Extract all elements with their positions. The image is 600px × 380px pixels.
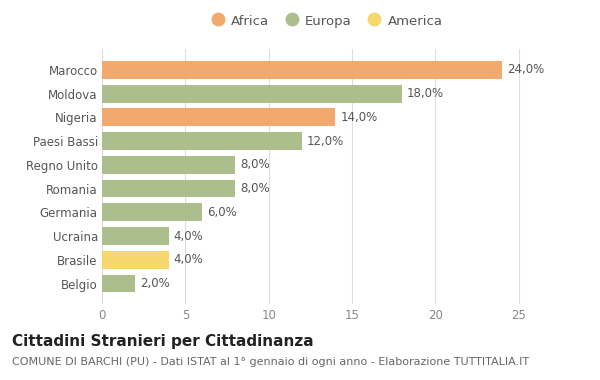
- Bar: [102, 156, 235, 174]
- Text: 14,0%: 14,0%: [340, 111, 377, 124]
- Bar: [102, 85, 402, 103]
- Legend: Africa, Europa, America: Africa, Europa, America: [208, 10, 446, 32]
- Bar: [102, 251, 169, 269]
- Text: 24,0%: 24,0%: [507, 63, 544, 76]
- Text: 4,0%: 4,0%: [173, 230, 203, 242]
- Text: 2,0%: 2,0%: [140, 277, 170, 290]
- Text: Cittadini Stranieri per Cittadinanza: Cittadini Stranieri per Cittadinanza: [12, 334, 314, 349]
- Text: 18,0%: 18,0%: [407, 87, 444, 100]
- Text: COMUNE DI BARCHI (PU) - Dati ISTAT al 1° gennaio di ogni anno - Elaborazione TUT: COMUNE DI BARCHI (PU) - Dati ISTAT al 1°…: [12, 357, 529, 367]
- Bar: [102, 132, 302, 150]
- Text: 8,0%: 8,0%: [241, 182, 270, 195]
- Bar: [102, 275, 136, 293]
- Bar: [102, 227, 169, 245]
- Bar: [102, 61, 502, 79]
- Text: 6,0%: 6,0%: [207, 206, 237, 219]
- Bar: [102, 108, 335, 126]
- Bar: [102, 203, 202, 221]
- Text: 8,0%: 8,0%: [241, 158, 270, 171]
- Bar: [102, 180, 235, 198]
- Text: 12,0%: 12,0%: [307, 135, 344, 147]
- Text: 4,0%: 4,0%: [173, 253, 203, 266]
